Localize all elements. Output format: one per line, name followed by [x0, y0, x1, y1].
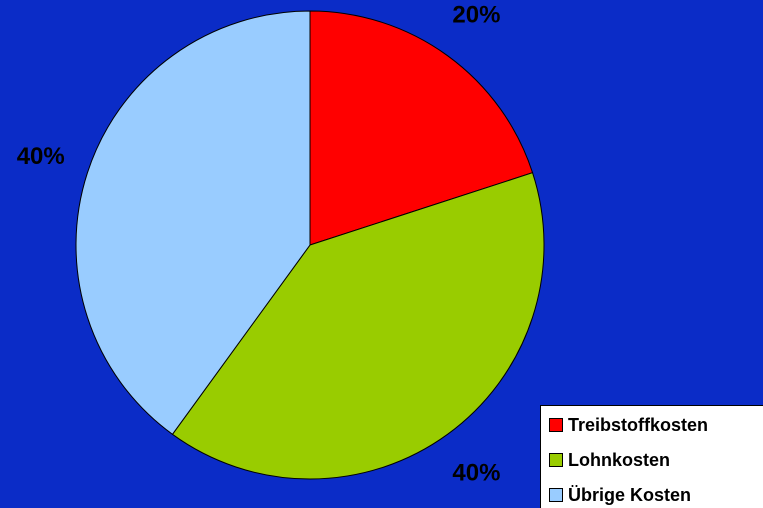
value-label: 20% [452, 1, 500, 28]
legend-label: Lohnkosten [568, 450, 670, 470]
value-label: 40% [452, 459, 500, 486]
legend [540, 405, 763, 508]
legend-label: Treibstoffkosten [568, 415, 708, 435]
value-label: 40% [17, 143, 65, 170]
pie-slice [171, 172, 545, 480]
legend-swatch [549, 453, 563, 467]
pie-slice [75, 10, 311, 436]
legend-swatch [549, 488, 563, 502]
legend-label: Übrige Kosten [568, 485, 691, 505]
legend-swatch [549, 418, 563, 432]
pie-slice [309, 10, 534, 246]
